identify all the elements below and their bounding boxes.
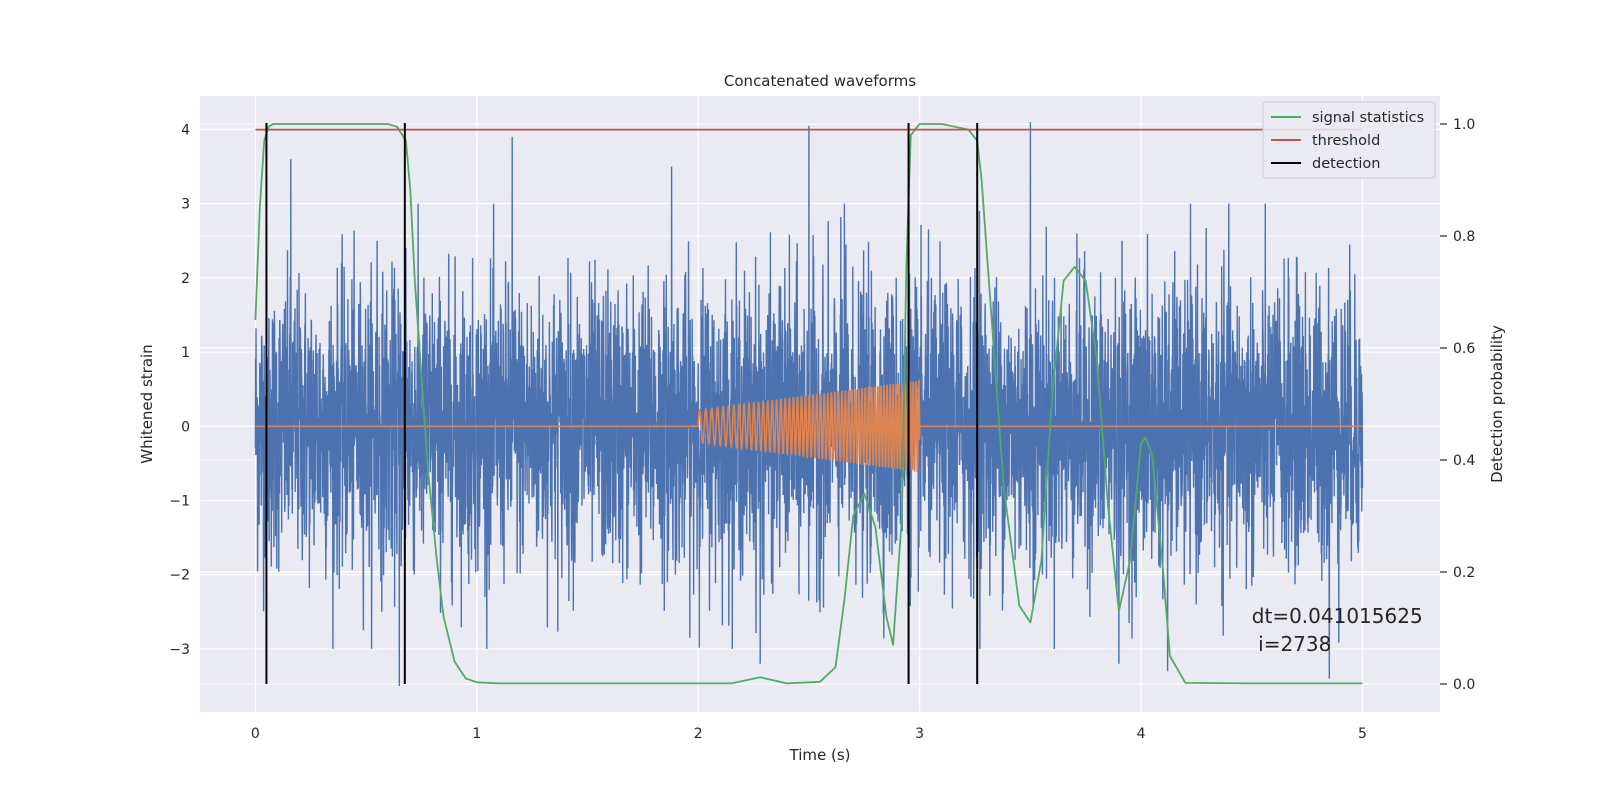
y-tick-label: 4 <box>181 122 190 138</box>
x-axis-label: Time (s) <box>789 746 851 764</box>
data-layer <box>254 121 1364 687</box>
x-axis: 0 1 2 3 4 5 <box>251 726 1367 742</box>
x-tick-label: 3 <box>915 726 924 742</box>
legend-box <box>1262 101 1436 179</box>
legend-label: threshold <box>1312 133 1380 149</box>
y2-tick-label: 0.4 <box>1453 453 1475 469</box>
x-tick-label: 4 <box>1137 726 1146 742</box>
y2-tick-label: 0.0 <box>1453 677 1475 693</box>
x-tick-label: 0 <box>251 726 260 742</box>
y-axis-label: Whitened strain <box>138 344 156 463</box>
y-tick-label: 0 <box>181 419 190 435</box>
chirp-series-line <box>255 378 1363 473</box>
y-tick-label: 1 <box>181 345 190 361</box>
noise-series-line <box>254 121 1364 687</box>
annotation-dt: dt=0.041015625 <box>1252 604 1423 628</box>
y2-axis-label: Detection probability <box>1488 325 1506 483</box>
y-axis: −3 −2 −1 0 1 2 3 4 <box>169 122 190 658</box>
x-tick-label: 5 <box>1358 726 1367 742</box>
legend-label: signal statistics <box>1312 110 1424 126</box>
chart-title: Concatenated waveforms <box>724 72 916 90</box>
legend: signal statistics threshold detection <box>1262 101 1436 179</box>
x-tick-label: 2 <box>694 726 703 742</box>
y-tick-label: −1 <box>169 493 190 509</box>
legend-label: detection <box>1312 156 1380 172</box>
y2-tick-label: 0.2 <box>1453 565 1475 581</box>
y-tick-label: −2 <box>169 568 190 584</box>
annotation-index: i=2738 <box>1252 632 1332 656</box>
y2-tick-label: 0.6 <box>1453 341 1475 357</box>
y2-axis: 0.0 0.2 0.4 0.6 0.8 1.0 <box>1440 117 1475 693</box>
x-tick-label: 1 <box>472 726 481 742</box>
y2-tick-label: 0.8 <box>1453 229 1475 245</box>
y-tick-label: 2 <box>181 271 190 287</box>
y-tick-label: 3 <box>181 197 190 213</box>
y-tick-label: −3 <box>169 642 190 658</box>
y2-tick-label: 1.0 <box>1453 117 1475 133</box>
signal-statistics-line <box>254 123 1363 685</box>
